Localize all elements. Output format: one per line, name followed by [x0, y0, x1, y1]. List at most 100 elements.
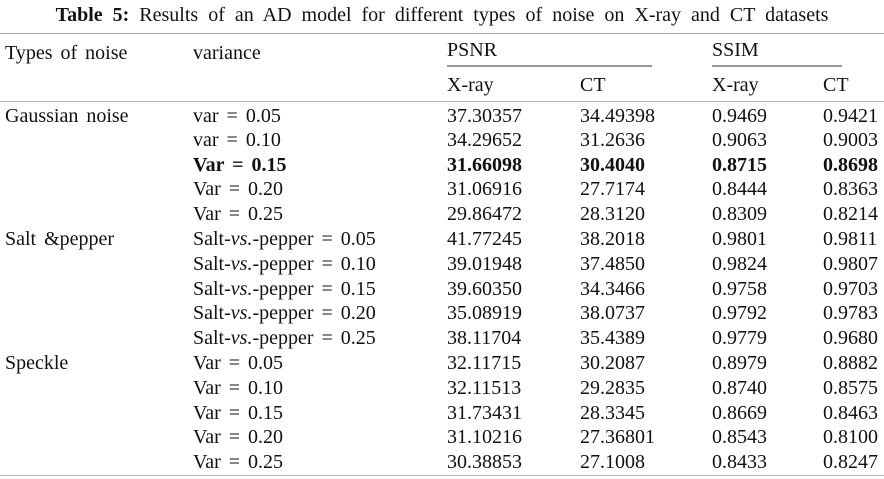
- cell-psnr-ct: 28.3120: [580, 203, 645, 226]
- cell-psnr-xray: 39.60350: [447, 277, 522, 300]
- cell-ssim-xray: 0.8543: [712, 426, 767, 449]
- table-row: Gaussian noise var = 0.05 37.30357 34.49…: [0, 102, 884, 129]
- variance-suffix: -pepper = 0.25: [252, 327, 376, 350]
- cell-psnr-xray: 34.29652: [447, 128, 522, 151]
- cell-noise-type: Gaussian noise: [5, 105, 129, 127]
- cell-ssim-xray: 0.9779: [712, 327, 767, 350]
- variance-text: Var = 0.25: [193, 451, 284, 473]
- cell-ssim-xray: 0.9758: [712, 277, 767, 300]
- cell-variance: Var = 0.15: [188, 401, 442, 426]
- cell-noise-type: [0, 376, 188, 401]
- variance-suffix: -pepper = 0.20: [252, 302, 376, 325]
- cell-ssim-ct: 0.9807: [823, 252, 878, 275]
- table-row: Var = 0.20 31.10216 27.36801 0.8543 0.81…: [0, 426, 884, 451]
- variance-text: Var = 0.25: [193, 203, 284, 226]
- cell-ssim-xray: 0.8715: [712, 153, 767, 176]
- variance-vs-italic: vs.: [230, 327, 253, 350]
- ssim-group-label-wrap: SSIM: [712, 39, 759, 62]
- col-group-ssim-label: SSIM: [712, 39, 759, 61]
- cell-ssim-xray: 0.9801: [712, 228, 767, 251]
- cell-psnr-xray: 32.11513: [447, 376, 522, 399]
- cell-noise-type: [0, 450, 188, 476]
- variance-text: Salt-: [193, 302, 231, 325]
- table-caption-label: Table 5:: [55, 4, 130, 26]
- variance-vs-italic: vs.: [230, 228, 253, 251]
- cell-psnr-xray: 32.11715: [447, 352, 522, 375]
- variance-text: Salt-: [193, 252, 231, 275]
- cell-psnr-ct: 35.4389: [580, 327, 645, 350]
- table-row: Var = 0.10 32.11513 29.2835 0.8740 0.857…: [0, 376, 884, 401]
- cell-psnr-ct: 38.0737: [580, 302, 645, 325]
- cell-variance: Salt-vs.-pepper = 0.25: [188, 326, 442, 351]
- cell-psnr-xray: 29.86472: [447, 203, 522, 226]
- cell-ssim-xray: 0.8309: [712, 203, 767, 226]
- col-header-variance: variance: [188, 33, 442, 102]
- cell-ssim-ct: 0.8882: [823, 352, 878, 375]
- psnr-group-label-wrap: PSNR: [447, 39, 497, 62]
- cell-variance: Var = 0.05: [188, 351, 442, 376]
- table-row: Var = 0.15 31.73431 28.3345 0.8669 0.846…: [0, 401, 884, 426]
- cell-psnr-xray: 39.01948: [447, 252, 522, 275]
- results-table: Types of noise variance PSNR SSIM X-ray: [0, 33, 884, 476]
- cell-ssim-ct: 0.8214: [823, 203, 878, 226]
- cell-ssim-ct: 0.8575: [823, 376, 878, 399]
- col-header-types-of-noise: Types of noise: [0, 33, 188, 102]
- variance-suffix: -pepper = 0.15: [252, 277, 376, 300]
- variance-text: Var = 0.05: [193, 352, 284, 375]
- cell-psnr-ct: 27.1008: [575, 450, 707, 476]
- ssim-group-underline: [712, 65, 842, 67]
- cell-ssim-ct: 0.9783: [823, 302, 878, 325]
- cell-noise-type: [0, 153, 188, 178]
- col-header-ssim-xray: X-ray: [707, 66, 818, 102]
- cell-psnr-ct: 30.2087: [580, 352, 645, 375]
- cell-ssim-xray: 0.8740: [712, 376, 767, 399]
- cell-psnr-ct: 38.2018: [580, 228, 645, 251]
- col-group-psnr: PSNR: [442, 33, 707, 67]
- cell-psnr-ct: 34.49398: [580, 105, 655, 127]
- table-row: Speckle Var = 0.05 32.11715 30.2087 0.89…: [0, 351, 884, 376]
- cell-ssim-ct: 0.9421: [823, 105, 878, 127]
- cell-noise-type: [0, 252, 188, 277]
- cell-ssim-ct: 0.8363: [823, 178, 878, 201]
- variance-vs-italic: vs.: [230, 302, 253, 325]
- col-header-psnr-xray: X-ray: [442, 66, 575, 102]
- cell-psnr-xray: 31.06916: [447, 178, 522, 201]
- cell-psnr-xray: 31.73431: [447, 401, 522, 424]
- table-row: Salt-vs.-pepper = 0.15 39.60350 34.3466 …: [0, 277, 884, 302]
- cell-variance: Var = 0.15: [188, 153, 442, 178]
- cell-ssim-ct: 0.9680: [823, 327, 878, 350]
- header-row-sub: X-ray CT X-ray CT: [0, 66, 884, 102]
- cell-noise-type: Salt &pepper: [5, 228, 115, 251]
- cell-ssim-ct: 0.8463: [823, 401, 878, 424]
- table-caption-text: Results of an AD model for different typ…: [129, 4, 829, 26]
- col-group-ssim: SSIM: [707, 33, 884, 67]
- variance-text: Var = 0.15: [193, 153, 287, 176]
- cell-psnr-ct: 29.2835: [580, 376, 645, 399]
- cell-psnr-ct: 27.7174: [580, 178, 645, 201]
- col-header-ssim-ct: CT: [818, 66, 884, 102]
- table-row: Var = 0.25 29.86472 28.3120 0.8309 0.821…: [0, 202, 884, 227]
- variance-suffix: -pepper = 0.05: [252, 228, 376, 251]
- cell-ssim-xray: 0.9063: [712, 128, 767, 151]
- cell-ssim-xray: 0.8669: [712, 401, 767, 424]
- cell-psnr-ct: 37.4850: [580, 252, 645, 275]
- variance-text: Var = 0.15: [193, 401, 284, 424]
- psnr-group-underline: [447, 65, 652, 67]
- table-row: Var = 0.25 30.38853 27.1008 0.8433 0.824…: [0, 450, 884, 476]
- cell-ssim-xray: 0.8979: [712, 352, 767, 375]
- col-group-psnr-label: PSNR: [447, 39, 498, 61]
- cell-noise-type: [0, 426, 188, 451]
- col-header-psnr-ct: CT: [575, 66, 707, 102]
- cell-ssim-xray: 0.9824: [712, 252, 767, 275]
- cell-variance: Var = 0.25: [188, 450, 442, 476]
- cell-ssim-ct: 0.9811: [823, 228, 878, 251]
- cell-psnr-xray: 41.77245: [447, 228, 522, 251]
- cell-variance: Var = 0.25: [188, 202, 442, 227]
- variance-text: Var = 0.20: [193, 178, 284, 201]
- cell-noise-type: Speckle: [5, 352, 69, 375]
- cell-variance: Salt-vs.-pepper = 0.05: [188, 227, 442, 252]
- table-row: Salt &pepper Salt-vs.-pepper = 0.05 41.7…: [0, 227, 884, 252]
- cell-variance: var = 0.05: [188, 102, 442, 129]
- cell-noise-type: [0, 302, 188, 327]
